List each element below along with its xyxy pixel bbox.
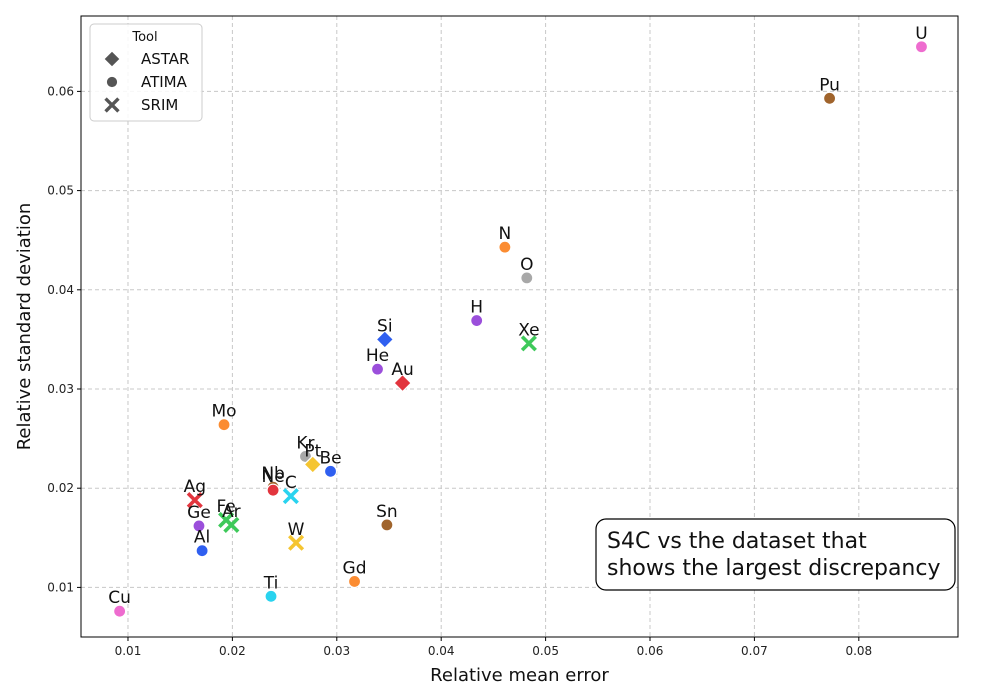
point-u <box>914 40 929 54</box>
point-o <box>520 271 534 285</box>
legend-marker-astar <box>103 50 121 68</box>
point-label-be: Be <box>319 448 341 468</box>
x-tick-label: 0.08 <box>845 644 872 658</box>
annotation-box: S4C vs the dataset that shows the larges… <box>595 518 956 591</box>
legend-marker-atima <box>105 75 119 89</box>
point-ti <box>264 589 278 603</box>
legend-label-astar: ASTAR <box>141 50 189 68</box>
point-label-kr: Kr <box>296 433 314 453</box>
point-ne <box>266 483 280 497</box>
point-w <box>288 534 305 551</box>
point-be <box>323 464 338 478</box>
y-axis-label: Relative standard deviation <box>14 203 35 451</box>
legend-marker-srim <box>104 97 120 113</box>
grid <box>81 16 958 637</box>
y-tick-label: 0.03 <box>47 382 74 396</box>
point-label-ag: Ag <box>184 477 206 497</box>
point-label-c: C <box>285 473 297 493</box>
x-tick-label: 0.05 <box>532 644 559 658</box>
point-mo <box>217 418 231 432</box>
point-label-ne: Ne <box>262 467 285 487</box>
point-label-u: U <box>915 24 927 44</box>
point-h <box>470 313 484 328</box>
point-label-he: He <box>366 346 389 366</box>
point-label-o: O <box>520 255 533 275</box>
x-tick-label: 0.07 <box>741 644 768 658</box>
point-label-mo: Mo <box>211 402 236 422</box>
plot-frame <box>80 15 959 638</box>
annotation-line-2: shows the largest discrepancy <box>607 556 940 581</box>
x-tick-label: 0.04 <box>428 644 455 658</box>
point-label-pt: Pt <box>304 441 321 461</box>
point-label-xe: Xe <box>518 320 539 340</box>
x-tick-label: 0.06 <box>637 644 664 658</box>
point-au <box>393 373 412 393</box>
legend-box <box>89 23 203 122</box>
axis-ticks: 0.01 0.02 0.03 0.04 0.05 0.06 0.07 0.08 0.01 0.02… <box>47 84 872 658</box>
point-label-n: N <box>499 224 512 244</box>
point-c <box>282 488 299 505</box>
point-al <box>195 544 209 558</box>
y-tick-label: 0.06 <box>47 84 74 98</box>
legend-label-srim: SRIM <box>141 96 178 114</box>
point-label-ar: Ar <box>222 502 241 522</box>
annotation-line-1: S4C vs the dataset that <box>607 529 867 554</box>
point-label-fe: Fe <box>216 497 235 517</box>
point-ge <box>192 519 206 533</box>
point-si <box>375 330 395 349</box>
x-axis-label: Relative mean error <box>430 665 609 686</box>
point-xe <box>520 335 537 352</box>
point-sn <box>380 518 394 532</box>
point-label-cu: Cu <box>108 588 131 608</box>
x-tick-label: 0.02 <box>219 644 246 658</box>
x-tick-label: 0.03 <box>323 644 350 658</box>
point-label-w: W <box>288 520 305 540</box>
point-label-si: Si <box>377 316 393 336</box>
point-n <box>498 240 512 254</box>
x-tick-label: 0.01 <box>115 644 142 658</box>
point-pt <box>303 455 323 474</box>
point-ag <box>186 492 203 509</box>
point-label-h: H <box>470 298 483 318</box>
legend: Tool ASTAR ATIMA SRIM <box>89 23 203 122</box>
point-label-au: Au <box>391 360 413 380</box>
point-pu <box>822 91 837 105</box>
point-label-sn: Sn <box>376 502 398 522</box>
annotation-frame <box>595 518 956 591</box>
point-he <box>370 362 385 376</box>
y-tick-label: 0.05 <box>47 184 74 198</box>
legend-entries: ASTAR ATIMA SRIM <box>103 50 189 114</box>
point-label-gd: Gd <box>343 558 367 578</box>
point-label-ge: Ge <box>187 503 211 523</box>
legend-title: Tool <box>131 30 157 45</box>
y-tick-label: 0.01 <box>47 580 74 594</box>
legend-label-atima: ATIMA <box>141 73 188 91</box>
y-tick-label: 0.02 <box>47 481 74 495</box>
data-points <box>113 40 929 618</box>
point-label-nb: Nb <box>261 464 285 484</box>
point-label-ti: Ti <box>263 573 279 593</box>
point-gd <box>347 574 362 589</box>
point-label-pu: Pu <box>819 75 840 95</box>
point-ar <box>223 516 240 533</box>
point-cu <box>113 604 127 618</box>
y-tick-label: 0.04 <box>47 283 74 297</box>
point-label-al: Al <box>194 528 210 548</box>
